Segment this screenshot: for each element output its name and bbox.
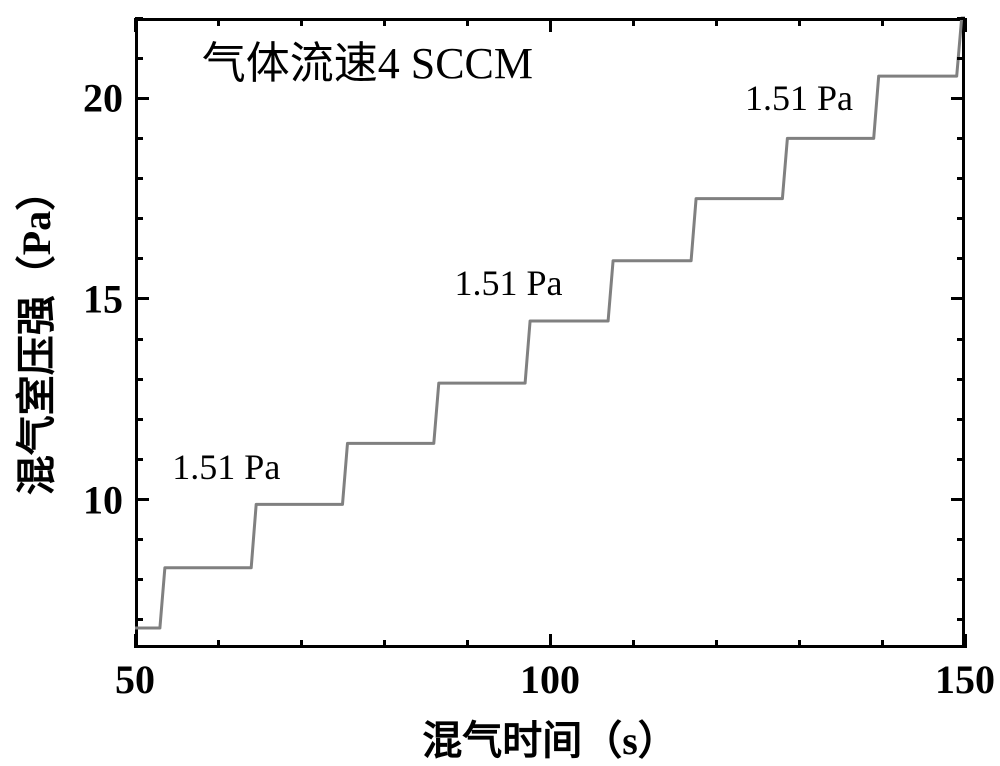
x-major-tick [549,634,552,648]
y-tick-label: 20 [83,75,123,122]
y-tick-label: 10 [83,476,123,523]
x-minor-tick [383,18,386,26]
x-minor-tick [715,640,718,648]
x-major-tick [964,634,967,648]
x-minor-tick [466,18,469,26]
x-major-tick [964,18,967,32]
x-minor-tick [632,18,635,26]
x-minor-tick [881,18,884,26]
chart-figure: 混气时间（s） 混气室压强（Pa） 气体流速4 SCCM 50 100 150 10 1… [0,0,1000,763]
x-minor-tick [300,18,303,26]
x-tick-label: 50 [115,656,155,703]
step-annotation: 1.51 Pa [745,77,853,119]
y-minor-tick [957,57,965,60]
x-major-tick [134,634,137,648]
y-minor-tick [957,217,965,220]
x-tick-label: 100 [520,656,580,703]
chart-inside-title: 气体流速4 SCCM [202,27,533,91]
y-major-tick [951,297,965,300]
y-minor-tick [957,458,965,461]
y-minor-tick [957,17,965,20]
x-minor-tick [300,640,303,648]
x-minor-tick [466,640,469,648]
x-major-tick [549,18,552,32]
y-minor-tick [135,458,143,461]
y-minor-tick [135,338,143,341]
y-minor-tick [957,618,965,621]
y-minor-tick [957,578,965,581]
x-minor-tick [798,18,801,26]
x-minor-tick [217,18,220,26]
y-minor-tick [957,338,965,341]
x-axis-title: 混气时间（s） [422,708,678,766]
x-minor-tick [798,640,801,648]
y-major-tick [951,97,965,100]
y-minor-tick [135,257,143,260]
y-minor-tick [957,257,965,260]
y-minor-tick [957,137,965,140]
y-minor-tick [135,618,143,621]
y-minor-tick [957,177,965,180]
x-minor-tick [632,640,635,648]
x-minor-tick [715,18,718,26]
y-minor-tick [135,57,143,60]
step-annotation: 1.51 Pa [172,446,280,488]
y-minor-tick [135,137,143,140]
y-major-tick [951,498,965,501]
y-minor-tick [135,418,143,421]
y-minor-tick [135,177,143,180]
x-minor-tick [383,640,386,648]
y-minor-tick [135,378,143,381]
x-tick-label: 150 [935,656,995,703]
x-major-tick [134,18,137,32]
y-minor-tick [957,538,965,541]
y-axis-title: 混气室压强（Pa） [4,171,62,495]
y-minor-tick [135,217,143,220]
y-minor-tick [135,538,143,541]
y-major-tick [135,97,149,100]
y-tick-label: 15 [83,275,123,322]
x-minor-tick [881,640,884,648]
y-minor-tick [957,418,965,421]
y-major-tick [135,297,149,300]
step-annotation: 1.51 Pa [455,262,563,304]
y-minor-tick [135,17,143,20]
y-minor-tick [957,378,965,381]
y-major-tick [135,498,149,501]
x-minor-tick [217,640,220,648]
y-minor-tick [135,578,143,581]
